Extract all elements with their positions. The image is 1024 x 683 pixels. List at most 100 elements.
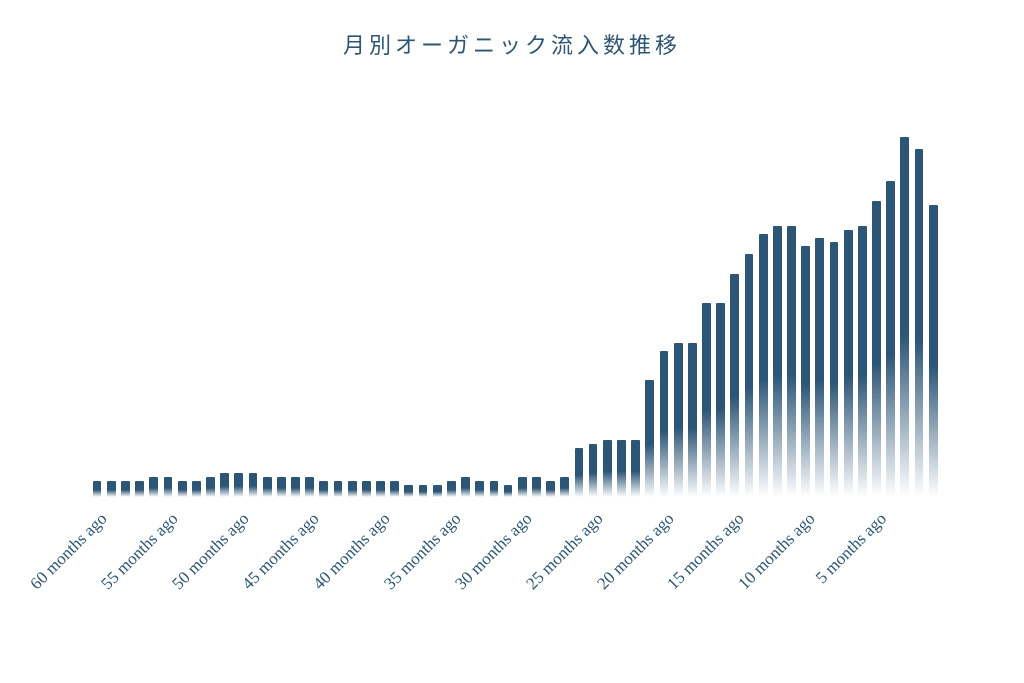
bar xyxy=(149,477,158,497)
bar-slot xyxy=(402,92,416,497)
bar xyxy=(575,448,584,497)
bar xyxy=(660,351,669,497)
bar-slot xyxy=(529,92,543,497)
bar xyxy=(745,254,754,497)
bar xyxy=(362,481,371,497)
bar-slot xyxy=(614,92,628,497)
bar xyxy=(645,380,654,497)
bar xyxy=(631,440,640,497)
bar xyxy=(93,481,102,497)
bar-slot xyxy=(430,92,444,497)
bar-slot xyxy=(586,92,600,497)
bar xyxy=(716,303,725,497)
bar-slot xyxy=(444,92,458,497)
bar xyxy=(192,481,201,497)
bar-slot xyxy=(274,92,288,497)
bar-slot xyxy=(756,92,770,497)
bar-slot xyxy=(841,92,855,497)
bar xyxy=(730,274,739,497)
bar xyxy=(532,477,541,497)
bar xyxy=(206,477,215,497)
bar-slot xyxy=(331,92,345,497)
bar xyxy=(915,149,924,497)
bar xyxy=(830,242,839,497)
bar xyxy=(234,473,243,497)
bar-slot xyxy=(827,92,841,497)
bar-slot xyxy=(813,92,827,497)
bar xyxy=(419,485,428,497)
bar xyxy=(376,481,385,497)
bar-slot xyxy=(558,92,572,497)
bar xyxy=(688,343,697,497)
bar xyxy=(305,477,314,497)
bar-slot xyxy=(189,92,203,497)
bar-slot xyxy=(657,92,671,497)
bar-slot xyxy=(388,92,402,497)
bar-slot xyxy=(458,92,472,497)
bar-slot xyxy=(218,92,232,497)
bar-slot xyxy=(869,92,883,497)
bar xyxy=(844,230,853,497)
bar xyxy=(404,485,413,497)
bar xyxy=(759,234,768,497)
bar-slot xyxy=(926,92,940,497)
bar xyxy=(801,246,810,497)
monthly-organic-traffic-chart: 月別オーガニック流入数推移 60 months ago55 months ago… xyxy=(0,0,1024,683)
bar-slot xyxy=(728,92,742,497)
bar-slot xyxy=(572,92,586,497)
bar-slot xyxy=(487,92,501,497)
bar-slot xyxy=(260,92,274,497)
bar-slot xyxy=(501,92,515,497)
bar xyxy=(929,205,938,497)
bar-slot xyxy=(671,92,685,497)
bar-slot xyxy=(685,92,699,497)
bar xyxy=(334,481,343,497)
plot-area xyxy=(90,92,940,497)
bar-slot xyxy=(784,92,798,497)
bar xyxy=(560,477,569,497)
bar xyxy=(872,201,881,497)
bar-slot xyxy=(898,92,912,497)
x-axis: 60 months ago55 months ago50 months ago4… xyxy=(90,497,940,647)
bar-slot xyxy=(373,92,387,497)
bar-slot xyxy=(203,92,217,497)
bar-slot xyxy=(799,92,813,497)
bar xyxy=(178,481,187,497)
bar xyxy=(390,481,399,497)
bar-slot xyxy=(359,92,373,497)
bar xyxy=(518,477,527,497)
bar-slot xyxy=(147,92,161,497)
bar-slot xyxy=(246,92,260,497)
bar xyxy=(249,473,258,497)
bar-slot xyxy=(161,92,175,497)
bar xyxy=(461,477,470,497)
bar-slot xyxy=(742,92,756,497)
bar xyxy=(164,477,173,497)
bar-slot xyxy=(884,92,898,497)
bar xyxy=(603,440,612,497)
x-tick-label: 5 months ago xyxy=(811,509,890,588)
bar-slot xyxy=(345,92,359,497)
bar xyxy=(107,481,116,497)
bar xyxy=(702,303,711,497)
bar-slot xyxy=(643,92,657,497)
bars-container xyxy=(90,92,940,497)
bar xyxy=(617,440,626,497)
bar xyxy=(900,137,909,497)
bar-slot xyxy=(133,92,147,497)
bar-slot xyxy=(699,92,713,497)
bar xyxy=(815,238,824,497)
bar-slot xyxy=(118,92,132,497)
bar xyxy=(135,481,144,497)
chart-title: 月別オーガニック流入数推移 xyxy=(0,28,1024,60)
bar xyxy=(589,444,598,497)
bar-slot xyxy=(912,92,926,497)
bar xyxy=(447,481,456,497)
bar xyxy=(504,485,513,497)
bar-slot xyxy=(288,92,302,497)
bar xyxy=(490,481,499,497)
bar-slot xyxy=(600,92,614,497)
bar xyxy=(475,481,484,497)
bar-slot xyxy=(515,92,529,497)
bar-slot xyxy=(175,92,189,497)
